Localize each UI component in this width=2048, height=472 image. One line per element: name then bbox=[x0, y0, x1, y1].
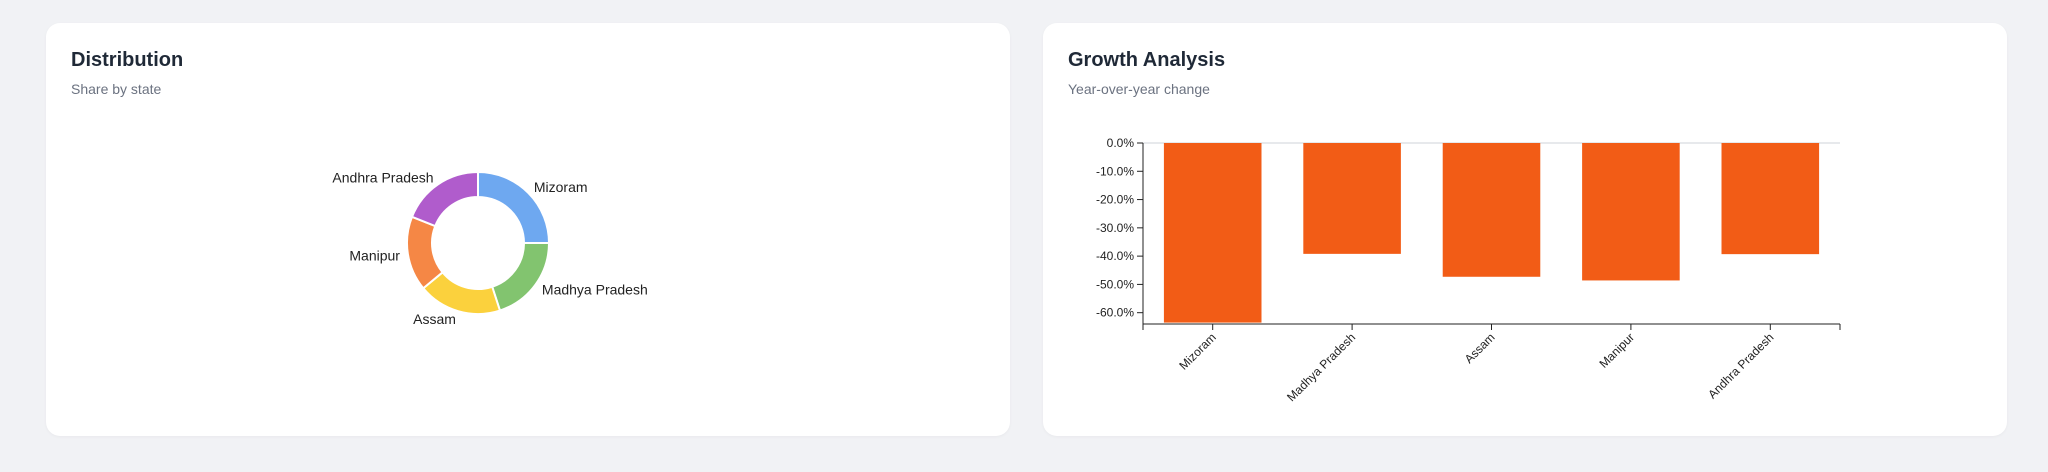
x-tick-label-madhya-pradesh: Madhya Pradesh bbox=[1284, 330, 1358, 404]
distribution-card: Distribution Share by state Mizoram Madhy… bbox=[46, 23, 1010, 436]
bar-madhya-pradesh bbox=[1303, 143, 1401, 254]
y-tick-label: -10.0% bbox=[1096, 164, 1134, 178]
donut-slice-andhra-pradesh bbox=[410, 170, 479, 228]
bar-manipur bbox=[1582, 143, 1680, 281]
donut-slice-madhya-pradesh bbox=[490, 242, 551, 312]
bar-mizoram bbox=[1163, 143, 1262, 323]
growth-subtitle: Year-over-year change bbox=[1068, 81, 1210, 97]
y-tick-label: -20.0% bbox=[1096, 193, 1134, 207]
donut-label-manipur: Manipur bbox=[349, 247, 400, 263]
y-tick-label: 0.0% bbox=[1107, 136, 1135, 150]
donut-chart: Mizoram Madhya Pradesh Assam Manipur Andhra … bbox=[332, 170, 648, 327]
donut-label-andhra-pradesh: Andhra Pradesh bbox=[332, 170, 433, 186]
bar-andhra-pradesh bbox=[1721, 143, 1820, 255]
bar-chart: 0.0% -10.0% -20.0% -30.0% -40.0% -50.0% -60.0%… bbox=[1096, 136, 1841, 404]
x-tick-label-manipur: Manipur bbox=[1596, 330, 1637, 371]
distribution-subtitle: Share by state bbox=[71, 81, 162, 97]
x-tick-label-andhra-pradesh: Andhra Pradesh bbox=[1705, 330, 1776, 401]
y-tick-label: -60.0% bbox=[1096, 306, 1134, 320]
donut-label-madhya-pradesh: Madhya Pradesh bbox=[542, 281, 648, 297]
x-tick-label-assam: Assam bbox=[1462, 330, 1498, 366]
distribution-title: Distribution bbox=[71, 49, 184, 71]
growth-card: Growth Analysis Year-over-year change 0.… bbox=[1043, 23, 2007, 436]
y-tick-label: -50.0% bbox=[1096, 277, 1134, 291]
y-tick-label: -40.0% bbox=[1096, 249, 1134, 263]
y-tick-label: -30.0% bbox=[1096, 221, 1134, 235]
donut-slice-manipur bbox=[406, 215, 444, 290]
x-tick-label-mizoram: Mizoram bbox=[1176, 330, 1218, 372]
growth-title: Growth Analysis bbox=[1068, 49, 1226, 71]
donut-label-mizoram: Mizoram bbox=[534, 179, 588, 195]
bar-assam bbox=[1442, 143, 1541, 277]
donut-label-assam: Assam bbox=[413, 311, 456, 327]
